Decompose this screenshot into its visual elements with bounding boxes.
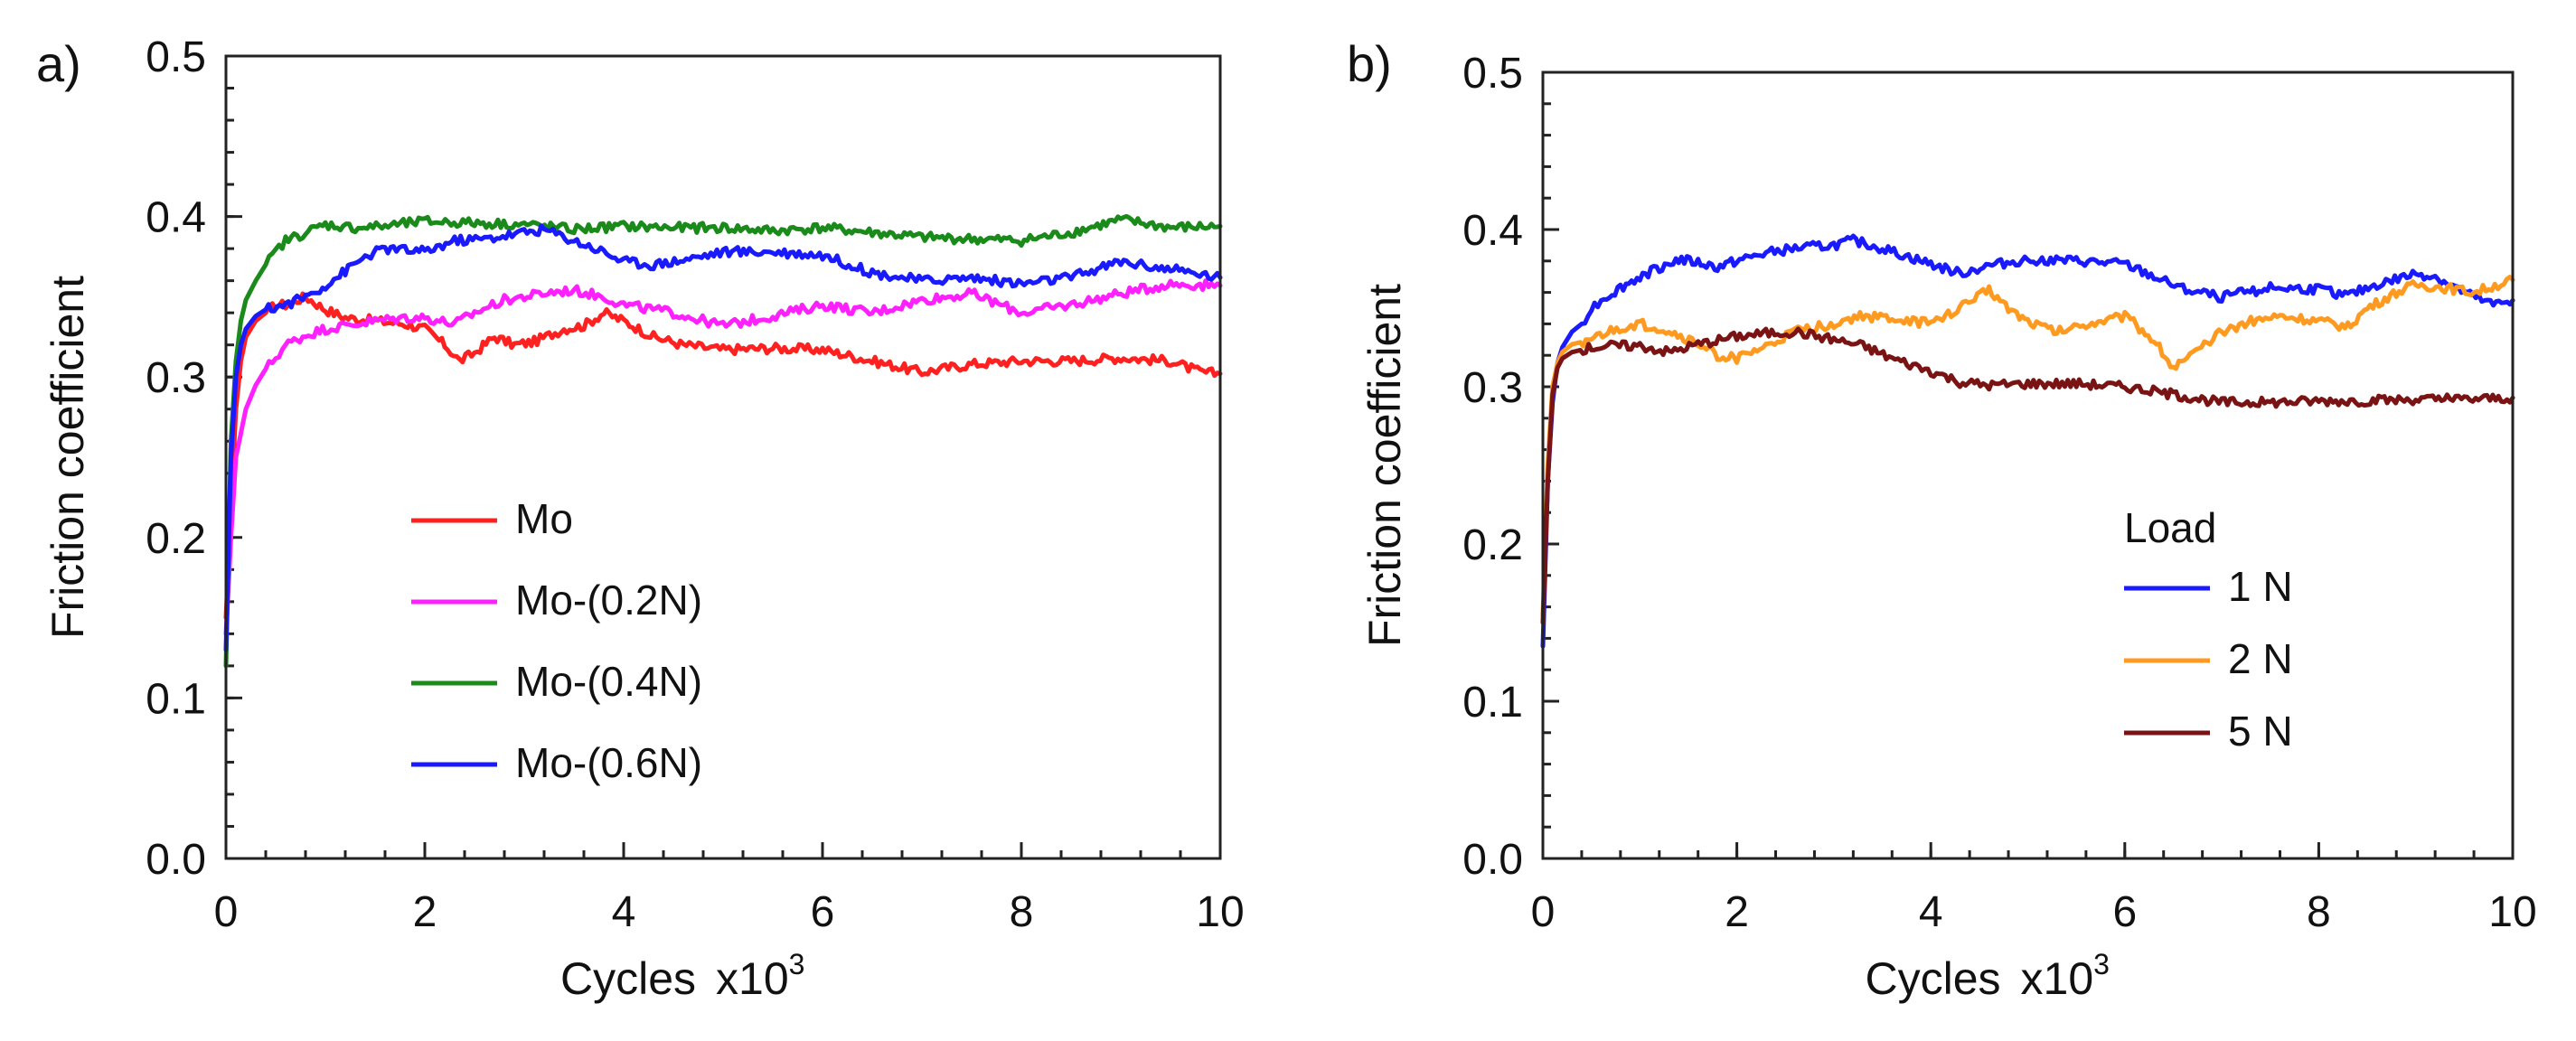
x-axis-label: Cycles x103 bbox=[1866, 948, 2110, 1004]
x-tick-label: 6 bbox=[811, 888, 835, 936]
x-tick-label: 0 bbox=[1531, 888, 1556, 936]
legend-label: 5 N bbox=[2228, 708, 2293, 755]
legend-label: Mo-(0.6N) bbox=[515, 739, 702, 786]
x-axis-label-text: Cycles bbox=[1866, 953, 2001, 1004]
plot-frame bbox=[224, 54, 1222, 860]
panel-b: b) 0 2 4 6 8 10 0.0 0.1 0.2 0.3 0.4 0.5 Friction co… bbox=[1347, 35, 2537, 1004]
series-line bbox=[223, 291, 1223, 621]
x-axis-label: Cycles x103 bbox=[560, 948, 804, 1004]
series-line bbox=[1540, 233, 2515, 649]
y-tick-label: 0.3 bbox=[1462, 364, 1523, 412]
x-tick-label: 0 bbox=[214, 888, 239, 936]
axis-ticks: 0 2 4 6 8 10 0.0 0.1 0.2 0.3 0.4 0.5 bbox=[1462, 50, 2536, 936]
series-line bbox=[1540, 326, 2515, 625]
axis-ticks: 0 2 4 6 8 10 0.0 0.1 0.2 0.3 0.4 0.5 bbox=[146, 33, 1244, 936]
y-axis-label: Friction coefficient bbox=[42, 276, 93, 639]
series-line bbox=[223, 278, 1223, 636]
plot-frame bbox=[1541, 70, 2515, 860]
y-tick-label: 0.5 bbox=[146, 33, 206, 81]
x-tick-label: 10 bbox=[2488, 888, 2536, 936]
legend-label: 1 N bbox=[2228, 563, 2293, 610]
legend: Mo Mo-(0.2N) Mo-(0.4N) Mo-(0.6N) bbox=[411, 495, 702, 786]
y-tick-label: 0.2 bbox=[146, 515, 206, 563]
legend-title: Load bbox=[2124, 504, 2216, 551]
series-line bbox=[223, 213, 1223, 669]
y-tick-label: 0.5 bbox=[1462, 50, 1523, 98]
x-axis-label-exp: 3 bbox=[2093, 948, 2110, 980]
series-line bbox=[223, 223, 1223, 652]
y-tick-label: 0.4 bbox=[1462, 207, 1523, 255]
x-tick-label: 8 bbox=[1010, 888, 1034, 936]
y-tick-label: 0.1 bbox=[1462, 679, 1523, 727]
legend: Load 1 N 2 N 5 N bbox=[2124, 504, 2293, 755]
x-tick-label: 10 bbox=[1196, 888, 1244, 936]
x-tick-label: 6 bbox=[2112, 888, 2137, 936]
x-tick-label: 2 bbox=[413, 888, 437, 936]
panel-a: a) 0 2 4 6 8 10 0.0 0.1 0.2 0.3 0.4 0.5 Friction co… bbox=[36, 33, 1245, 1004]
x-axis-label-exp: 3 bbox=[789, 948, 805, 980]
legend-label: Mo-(0.4N) bbox=[515, 658, 702, 705]
y-tick-label: 0.3 bbox=[146, 354, 206, 402]
panel-label: a) bbox=[36, 35, 81, 92]
y-tick-label: 0.4 bbox=[146, 194, 206, 242]
y-tick-label: 0.0 bbox=[1462, 836, 1523, 884]
legend-label: Mo-(0.2N) bbox=[515, 577, 702, 624]
legend-label: Mo bbox=[515, 495, 573, 542]
series-group bbox=[223, 213, 1223, 669]
y-tick-label: 0.0 bbox=[146, 836, 206, 884]
x-tick-label: 2 bbox=[1725, 888, 1749, 936]
x-axis-label-mult: x10 bbox=[716, 953, 789, 1004]
x-tick-label: 4 bbox=[612, 888, 636, 936]
legend-label: 2 N bbox=[2228, 635, 2293, 682]
y-tick-label: 0.2 bbox=[1462, 521, 1523, 569]
x-tick-label: 4 bbox=[1919, 888, 1943, 936]
x-tick-label: 8 bbox=[2307, 888, 2331, 936]
series-line bbox=[1540, 275, 2515, 617]
y-axis-label: Friction coefficient bbox=[1359, 284, 1410, 647]
y-tick-label: 0.1 bbox=[146, 675, 206, 723]
x-axis-label-text: Cycles bbox=[560, 953, 696, 1004]
panel-label: b) bbox=[1347, 35, 1392, 92]
x-axis-label-mult: x10 bbox=[2021, 953, 2094, 1004]
series-group bbox=[1540, 233, 2515, 649]
